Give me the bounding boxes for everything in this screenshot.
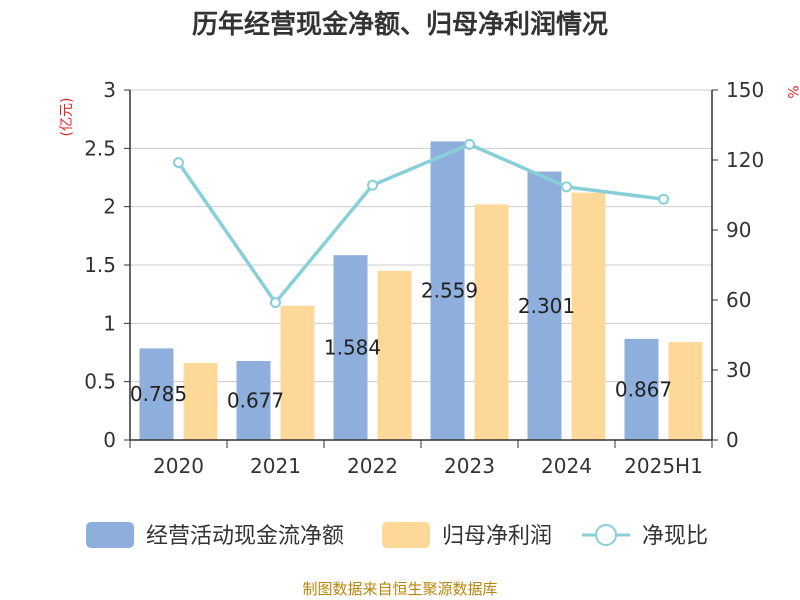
x-tick-label: 2022 bbox=[347, 454, 398, 478]
ratio-point bbox=[658, 193, 669, 205]
right-tick-label: 60 bbox=[726, 288, 751, 312]
left-axis-unit: (亿元) bbox=[59, 98, 75, 137]
bar-net-profit bbox=[183, 363, 218, 440]
legend-swatch-net-profit bbox=[382, 522, 430, 548]
x-tick-label: 2024 bbox=[541, 454, 592, 478]
data-label: 2.559 bbox=[421, 279, 478, 303]
left-tick-label: 2 bbox=[103, 195, 116, 219]
bar-net-profit bbox=[571, 192, 606, 440]
legend-swatch-ratio-marker bbox=[595, 524, 617, 546]
data-label: 1.584 bbox=[324, 336, 381, 360]
left-tick-label: 0.5 bbox=[84, 370, 116, 394]
right-tick-label: 120 bbox=[726, 148, 764, 172]
left-tick-label: 3 bbox=[103, 78, 116, 102]
left-tick-label: 0 bbox=[103, 428, 116, 452]
ratio-line bbox=[173, 138, 669, 309]
ratio-point bbox=[561, 181, 572, 193]
legend-label: 净现比 bbox=[642, 524, 708, 549]
bar-operating-cash-flow bbox=[333, 255, 368, 440]
grid-lines bbox=[130, 89, 712, 383]
bars bbox=[139, 141, 703, 441]
right-tick-label: 30 bbox=[726, 358, 751, 382]
right-tick-label: 0 bbox=[726, 428, 739, 452]
legend-label: 归母净利润 bbox=[442, 524, 552, 549]
bar-operating-cash-flow bbox=[236, 361, 271, 440]
bar-operating-cash-flow bbox=[624, 338, 659, 440]
data-labels: 0.785 0.677 1.584 2.559 2.301 0.867 bbox=[130, 279, 672, 413]
ratio-point bbox=[173, 157, 184, 169]
data-label: 0.785 bbox=[130, 382, 187, 406]
ratio-line-path bbox=[177, 142, 664, 305]
bar-net-profit bbox=[474, 204, 509, 440]
left-tick-label: 2.5 bbox=[84, 136, 116, 160]
legend-label: 经营活动现金流净额 bbox=[146, 524, 344, 549]
x-tick-label: 2023 bbox=[444, 454, 495, 478]
bar-net-profit bbox=[377, 270, 412, 440]
bar-net-profit bbox=[668, 342, 703, 440]
x-tick-label: 2025H1 bbox=[624, 454, 703, 478]
bar-net-profit bbox=[280, 305, 315, 440]
data-label: 0.867 bbox=[615, 377, 672, 401]
bar-operating-cash-flow bbox=[527, 171, 562, 441]
ratio-point bbox=[367, 179, 378, 191]
bar-operating-cash-flow bbox=[139, 348, 174, 440]
data-label: 2.301 bbox=[518, 294, 575, 318]
legend-swatch-operating-cash-flow bbox=[86, 522, 134, 548]
right-tick-label: 90 bbox=[726, 218, 751, 242]
x-tick-label: 2021 bbox=[250, 454, 301, 478]
data-source-note: 制图数据来自恒生聚源数据库 bbox=[302, 580, 497, 598]
ratio-point bbox=[464, 138, 475, 150]
left-tick-label: 1.5 bbox=[84, 253, 116, 277]
bar-operating-cash-flow bbox=[430, 141, 465, 440]
left-tick-label: 1 bbox=[103, 311, 116, 335]
data-label: 0.677 bbox=[227, 389, 284, 413]
right-axis-unit: % bbox=[784, 85, 800, 98]
ratio-point bbox=[270, 297, 281, 309]
legend: 经营活动现金流净额 归母净利润 净现比 bbox=[86, 522, 708, 549]
chart-title: 历年经营现金净额、归母净利润情况 bbox=[192, 9, 608, 40]
right-tick-label: 150 bbox=[726, 78, 764, 102]
x-tick-label: 2020 bbox=[153, 454, 204, 478]
